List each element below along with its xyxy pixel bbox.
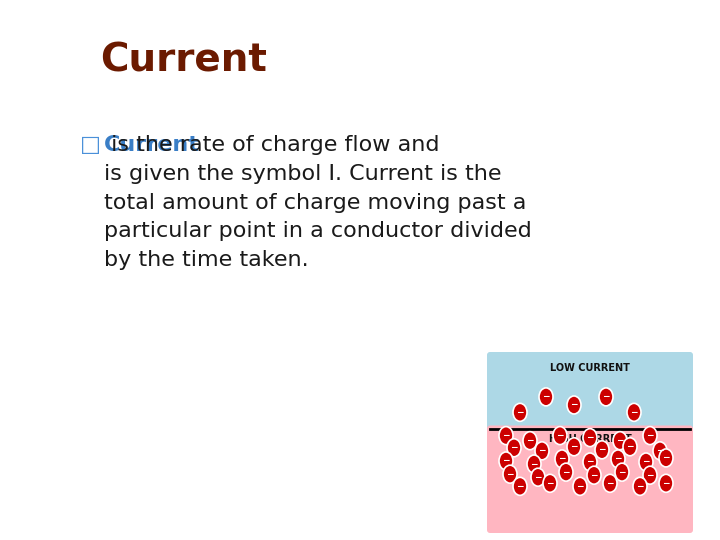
Text: −: − xyxy=(586,457,594,467)
Text: Current: Current xyxy=(104,135,200,155)
Text: −: − xyxy=(598,446,606,454)
Ellipse shape xyxy=(535,442,549,460)
Ellipse shape xyxy=(513,403,527,421)
Text: −: − xyxy=(630,408,638,417)
Text: −: − xyxy=(546,479,554,488)
Ellipse shape xyxy=(527,455,541,473)
Ellipse shape xyxy=(633,477,647,495)
Text: −: − xyxy=(662,479,670,488)
Text: −: − xyxy=(526,436,534,445)
Ellipse shape xyxy=(523,431,537,450)
Ellipse shape xyxy=(499,427,513,444)
Ellipse shape xyxy=(623,438,637,456)
Text: −: − xyxy=(647,471,654,480)
Ellipse shape xyxy=(627,403,641,421)
Ellipse shape xyxy=(595,441,609,459)
Ellipse shape xyxy=(567,438,581,456)
Text: −: − xyxy=(510,443,518,453)
Ellipse shape xyxy=(543,474,557,492)
Ellipse shape xyxy=(531,468,545,486)
Ellipse shape xyxy=(653,442,667,460)
Text: LOW CURRENT: LOW CURRENT xyxy=(550,363,630,373)
Ellipse shape xyxy=(615,463,629,481)
Text: −: − xyxy=(626,442,634,451)
Text: HIGH CURRENT: HIGH CURRENT xyxy=(549,435,631,444)
Text: −: − xyxy=(642,457,649,467)
Ellipse shape xyxy=(555,450,569,468)
Text: □: □ xyxy=(80,135,101,155)
Text: is the rate of charge flow and
is given the symbol I. Current is the
total amoun: is the rate of charge flow and is given … xyxy=(104,135,532,270)
Ellipse shape xyxy=(553,427,567,444)
Text: −: − xyxy=(516,408,523,417)
Text: −: − xyxy=(618,468,626,477)
Ellipse shape xyxy=(659,474,673,492)
FancyBboxPatch shape xyxy=(487,352,693,431)
Text: −: − xyxy=(636,482,644,491)
Text: −: − xyxy=(503,456,510,465)
Text: −: − xyxy=(614,455,622,463)
Ellipse shape xyxy=(613,431,627,450)
Text: −: − xyxy=(602,393,610,401)
Text: −: − xyxy=(570,401,577,409)
Ellipse shape xyxy=(611,450,625,468)
Text: −: − xyxy=(506,470,514,478)
Ellipse shape xyxy=(573,477,587,495)
Text: Current: Current xyxy=(100,42,267,80)
Ellipse shape xyxy=(513,477,527,495)
Text: −: − xyxy=(534,472,541,482)
Text: −: − xyxy=(516,482,523,491)
Text: −: − xyxy=(558,455,566,463)
Text: −: − xyxy=(542,393,550,401)
FancyBboxPatch shape xyxy=(487,426,693,533)
Ellipse shape xyxy=(567,396,581,414)
Text: −: − xyxy=(616,436,624,445)
Text: −: − xyxy=(503,431,510,440)
Ellipse shape xyxy=(643,466,657,484)
Ellipse shape xyxy=(499,452,513,470)
Ellipse shape xyxy=(659,449,673,467)
Ellipse shape xyxy=(599,388,613,406)
Ellipse shape xyxy=(587,466,601,484)
Text: −: − xyxy=(576,482,584,491)
Ellipse shape xyxy=(603,474,617,492)
Text: −: − xyxy=(570,442,577,451)
Ellipse shape xyxy=(539,388,553,406)
Ellipse shape xyxy=(507,439,521,457)
Ellipse shape xyxy=(583,453,597,471)
Ellipse shape xyxy=(583,429,597,447)
Text: −: − xyxy=(606,479,613,488)
Ellipse shape xyxy=(639,453,653,471)
Text: −: − xyxy=(557,431,564,440)
Ellipse shape xyxy=(503,465,517,483)
Ellipse shape xyxy=(643,427,657,444)
Text: −: − xyxy=(662,454,670,462)
Text: −: − xyxy=(586,433,594,442)
Ellipse shape xyxy=(559,463,573,481)
Text: −: − xyxy=(539,447,546,455)
Text: −: − xyxy=(656,447,664,455)
Text: −: − xyxy=(647,431,654,440)
Text: −: − xyxy=(590,471,598,480)
Text: −: − xyxy=(562,468,570,477)
Text: −: − xyxy=(530,460,538,469)
